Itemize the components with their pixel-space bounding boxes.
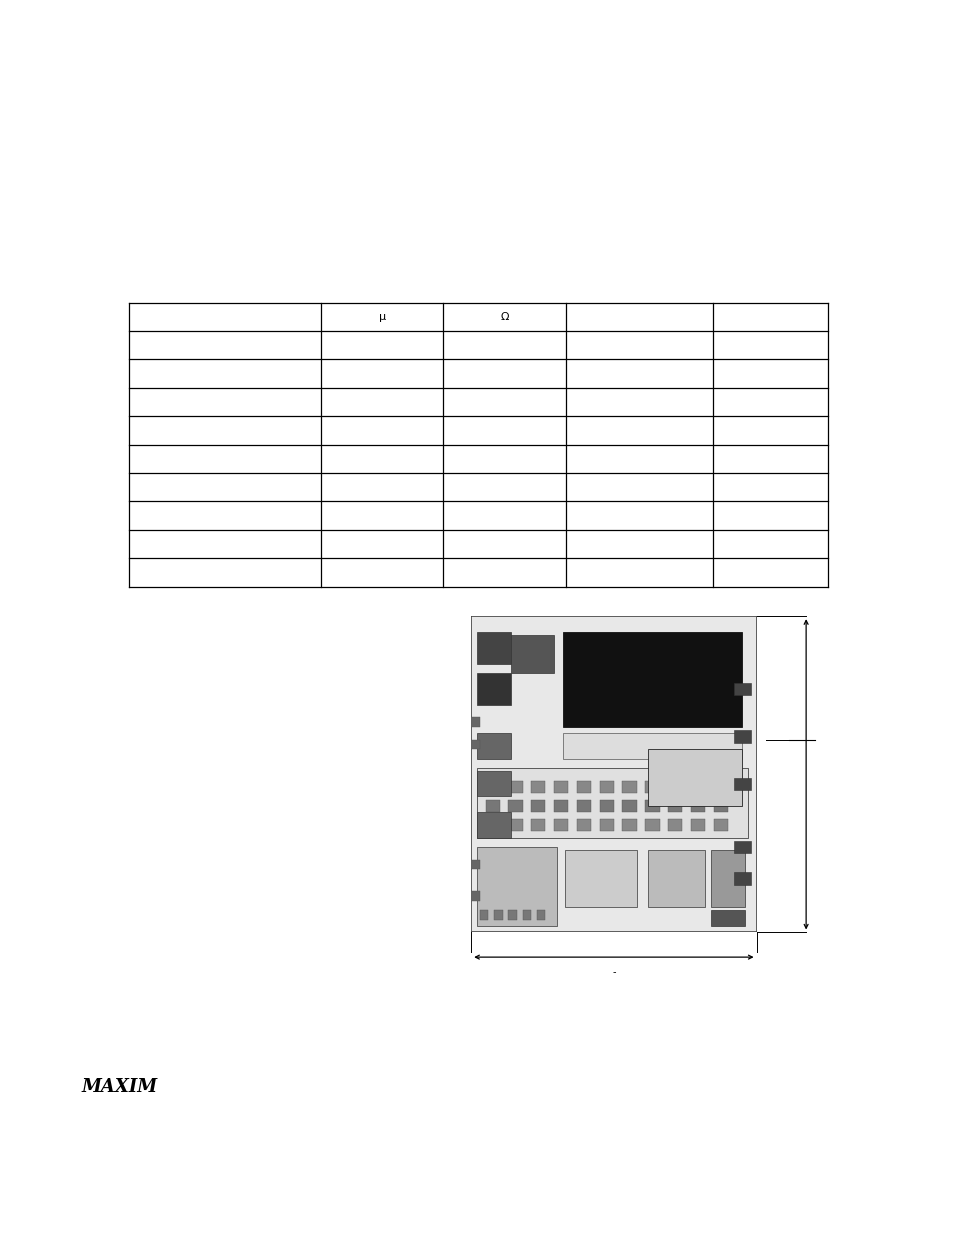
Bar (621, 799, 636, 813)
Bar (494, 910, 502, 920)
Bar (554, 781, 568, 793)
Bar (511, 635, 554, 673)
Bar (508, 819, 522, 831)
Bar (485, 799, 499, 813)
Bar (531, 799, 545, 813)
Bar (479, 910, 488, 920)
Bar (690, 819, 704, 831)
Bar (644, 819, 659, 831)
Bar (476, 632, 511, 663)
Bar (690, 781, 704, 793)
Bar (577, 781, 591, 793)
Bar (554, 799, 568, 813)
Bar (690, 799, 704, 813)
Bar (522, 910, 531, 920)
Bar (565, 850, 636, 908)
Bar (531, 781, 545, 793)
Text: μ: μ (378, 311, 385, 322)
Bar (485, 781, 499, 793)
Bar (710, 850, 744, 908)
Bar (713, 819, 727, 831)
Bar (562, 632, 741, 727)
Bar (621, 781, 636, 793)
Bar (577, 799, 591, 813)
Bar (647, 750, 741, 806)
Bar (476, 771, 511, 797)
Bar (476, 768, 747, 837)
Bar (667, 799, 681, 813)
Bar (667, 781, 681, 793)
Bar (508, 910, 517, 920)
Bar (621, 819, 636, 831)
Bar (476, 813, 511, 837)
Bar (471, 740, 479, 750)
Bar (599, 781, 614, 793)
Bar (667, 819, 681, 831)
Bar (733, 872, 750, 885)
Bar (713, 781, 727, 793)
Bar (577, 819, 591, 831)
Bar (471, 718, 479, 727)
Bar (471, 892, 479, 900)
Bar (554, 819, 568, 831)
Bar (508, 799, 522, 813)
Text: -: - (612, 967, 615, 977)
Bar (531, 819, 545, 831)
Bar (476, 734, 511, 758)
Bar (476, 847, 557, 926)
Bar (599, 819, 614, 831)
Bar (647, 850, 704, 908)
Bar (644, 781, 659, 793)
Bar (710, 910, 744, 926)
Bar (476, 673, 511, 705)
Bar (599, 799, 614, 813)
Bar (562, 734, 741, 758)
Bar (471, 860, 479, 869)
Bar (713, 799, 727, 813)
Text: MAXIM: MAXIM (81, 1078, 157, 1095)
Bar (733, 841, 750, 853)
Bar (537, 910, 545, 920)
Bar (644, 799, 659, 813)
Bar (485, 819, 499, 831)
Bar (733, 778, 750, 790)
Bar (733, 730, 750, 742)
Bar (733, 683, 750, 695)
Bar (508, 781, 522, 793)
Text: Ω: Ω (500, 311, 508, 322)
